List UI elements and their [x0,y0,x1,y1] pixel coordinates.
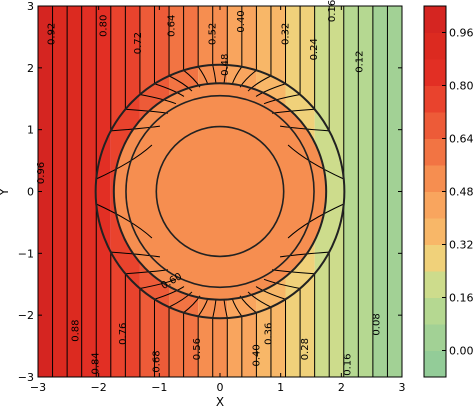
contour-label: 0.12 [355,51,366,73]
y-tick-label: 0 [27,186,34,199]
x-axis-label: X [216,395,224,409]
contour-label: 0.68 [151,350,162,372]
colorbar-band [424,218,446,245]
colorbar-band [424,191,446,219]
contour-line [110,125,161,132]
colorbar-ticks: 0.00 0.16 0.32 0.48 0.64 0.80 0.96 [442,27,474,358]
contour-line [279,125,330,132]
contour-line [255,83,286,97]
colorbar-band [424,32,446,60]
contour-line [263,94,301,105]
contour-label: 0.88 [71,319,82,341]
circle-contour [155,125,285,258]
colorbar-band [424,244,446,272]
contour-line [96,203,153,239]
contour-line [287,144,344,180]
contour-label: 0.76 [118,323,129,345]
x-tick-label: −3 [30,381,46,394]
y-tick-label: −2 [18,309,34,322]
colorbar-tick-label: 0.80 [449,80,474,93]
x-tick-label: 1 [277,381,284,394]
contour-label: 0.92 [46,23,57,45]
y-tick-label: 2 [27,62,34,75]
contour-label: 0.32 [281,23,292,45]
colorbar-band [424,350,446,378]
contour-label: 0.40 [236,10,247,32]
contour-line [247,75,272,92]
contour-line [223,299,228,319]
contour-line [110,251,161,258]
contour-label: 0.40 [251,344,262,366]
x-tick-label: 3 [399,381,406,394]
y-tick-label: −3 [18,371,34,384]
colorbar-band [424,138,446,166]
contour-label: 0.16 [342,354,353,376]
contour-line [212,299,217,319]
contour-line [263,278,301,289]
contour-lines [52,6,388,377]
contour-line [279,251,330,258]
colorbar-band [424,59,446,86]
contour-label: 0.80 [99,15,110,37]
colorbar-tick-label: 0.16 [449,292,474,305]
x-tick-label: −1 [151,381,167,394]
colorbar-tick-label: 0.48 [449,186,474,199]
colorbar-band [424,324,446,351]
contour-line [139,94,177,105]
circle-contour [94,63,346,320]
y-tick-label: −1 [18,247,34,260]
y-tick-label: 1 [27,124,34,137]
contour-line [168,75,193,92]
contour-label: 0.56 [192,338,203,360]
x-axis-ticks: −3 −2 −1 0 1 2 3 [30,6,406,394]
x-tick-label: 2 [338,381,345,394]
contour-label: 0.28 [300,338,311,360]
circle-contour [125,94,315,289]
colorbar-band [424,112,446,139]
contour-line [154,286,185,300]
contour-line [96,144,153,180]
inner-disc [113,83,327,300]
contour-line [255,286,286,300]
colorbar-band [424,85,446,113]
colorbar [424,6,446,378]
contour-label: 0.48 [220,54,231,76]
contour-label: 0.24 [309,38,320,60]
contour-label: 0.36 [264,323,275,345]
contour-line [212,64,217,84]
contour-label: 0.08 [372,313,383,335]
contour-label: 0.64 [166,15,177,37]
contour-label: 0.16 [327,0,338,22]
colorbar-band [424,6,446,33]
colorbar-band [424,297,446,325]
contour-line [139,278,177,289]
contour-label: 0.72 [133,32,144,54]
contour-label: 0.84 [91,352,102,374]
colorbar-band [424,271,446,298]
colorbar-tick-label: 0.32 [449,239,474,252]
x-tick-label: −2 [91,381,107,394]
y-axis-label: Y [0,188,11,197]
colorbar-tick-label: 0.64 [449,133,474,146]
color-band [38,6,53,377]
contour-label: 0.52 [208,23,219,45]
contour-line [223,64,228,84]
contour-line [154,83,185,97]
cylinder-annulus [94,63,346,320]
circle-contour [112,82,328,301]
contour-line [287,203,344,239]
contour-line [168,291,193,308]
x-tick-label: 0 [217,381,224,394]
colorbar-band [424,165,446,192]
y-axis-ticks: −3 −2 −1 0 1 2 3 [18,0,402,384]
colorbar-tick-label: 0.00 [449,345,474,358]
y-tick-label: 3 [27,0,34,13]
colorbar-tick-label: 0.96 [449,27,474,40]
contour-line [247,291,272,308]
contour-labels: 0.92 0.80 0.72 0.64 0.520.48 0.40 0.32 0.24 0.16… [36,0,382,376]
contour-label: 0.96 [36,162,47,184]
